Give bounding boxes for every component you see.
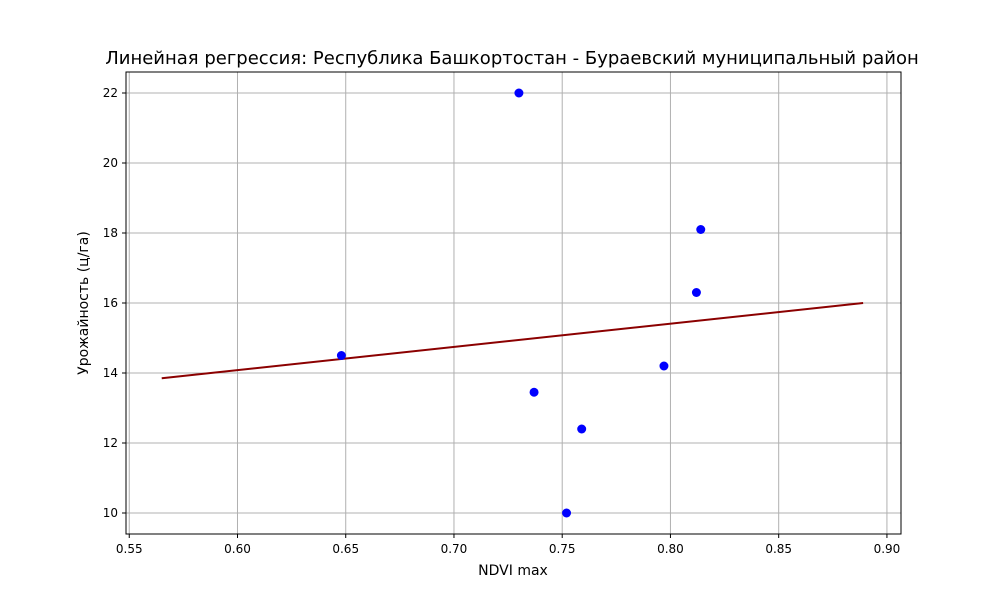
y-tick-label: 20 (103, 156, 118, 170)
regression-line-group (161, 302, 864, 380)
y-tick-label: 12 (103, 436, 118, 450)
y-tick-label: 16 (103, 296, 118, 310)
x-axis-ticks: 0.55 0.60 0.65 0.70 0.75 0.80 0.85 0.90 (116, 534, 900, 556)
y-tick-label: 14 (103, 366, 118, 380)
x-axis-label: NDVI max (478, 563, 548, 579)
y-tick-label: 22 (103, 86, 118, 100)
x-tick-label: 0.60 (224, 542, 251, 556)
data-point (336, 351, 346, 360)
y-axis-label: Урожайность (ц/га) (76, 231, 92, 375)
y-axis-ticks: 10 12 14 16 18 20 22 (103, 86, 126, 520)
x-tick-label: 0.55 (116, 542, 143, 556)
data-point (514, 88, 524, 98)
data-points (336, 88, 706, 518)
y-tick-label: 10 (103, 506, 118, 520)
x-tick-label: 0.85 (765, 542, 792, 556)
x-tick-label: 0.65 (332, 542, 359, 556)
chart-title: Линейная регрессия: Республика Башкортос… (105, 48, 919, 69)
data-point (529, 387, 539, 397)
y-tick-label: 18 (103, 226, 118, 240)
x-tick-label: 0.90 (874, 542, 901, 556)
data-point (696, 225, 706, 234)
grid-lines (126, 72, 901, 534)
data-point (562, 508, 572, 518)
x-tick-label: 0.70 (441, 542, 468, 556)
x-tick-label: 0.80 (657, 542, 684, 556)
data-point (659, 361, 669, 371)
regression-line (161, 302, 864, 380)
data-point (577, 424, 587, 434)
data-point (691, 288, 701, 297)
x-tick-label: 0.75 (549, 542, 576, 556)
